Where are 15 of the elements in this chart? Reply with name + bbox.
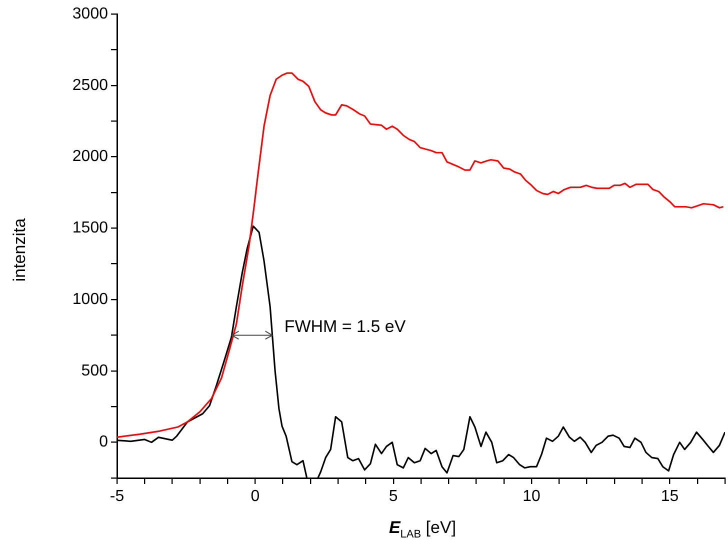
y-tick-label: 3000 <box>72 5 108 22</box>
x-tick-label: 10 <box>522 488 541 506</box>
y-tick-label: 2500 <box>72 76 108 94</box>
y-tick-label: 500 <box>81 362 108 380</box>
x-tick-label: 5 <box>388 488 398 506</box>
y-tick-label: 1500 <box>72 220 108 237</box>
x-tick-label: 15 <box>660 488 679 506</box>
y-tick-label: 2000 <box>72 148 108 166</box>
x-tick-label: -5 <box>110 488 124 506</box>
x-tick-label: 0 <box>250 488 260 506</box>
y-tick-label: 0 <box>99 434 108 451</box>
y-axis-title: intenzita <box>10 218 30 282</box>
x-axis-title: E$_{LAB}$ [eV] <box>388 518 456 540</box>
annotation: FWHM = 1.5 eV <box>284 316 406 336</box>
y-tick-label: 1000 <box>72 290 108 308</box>
